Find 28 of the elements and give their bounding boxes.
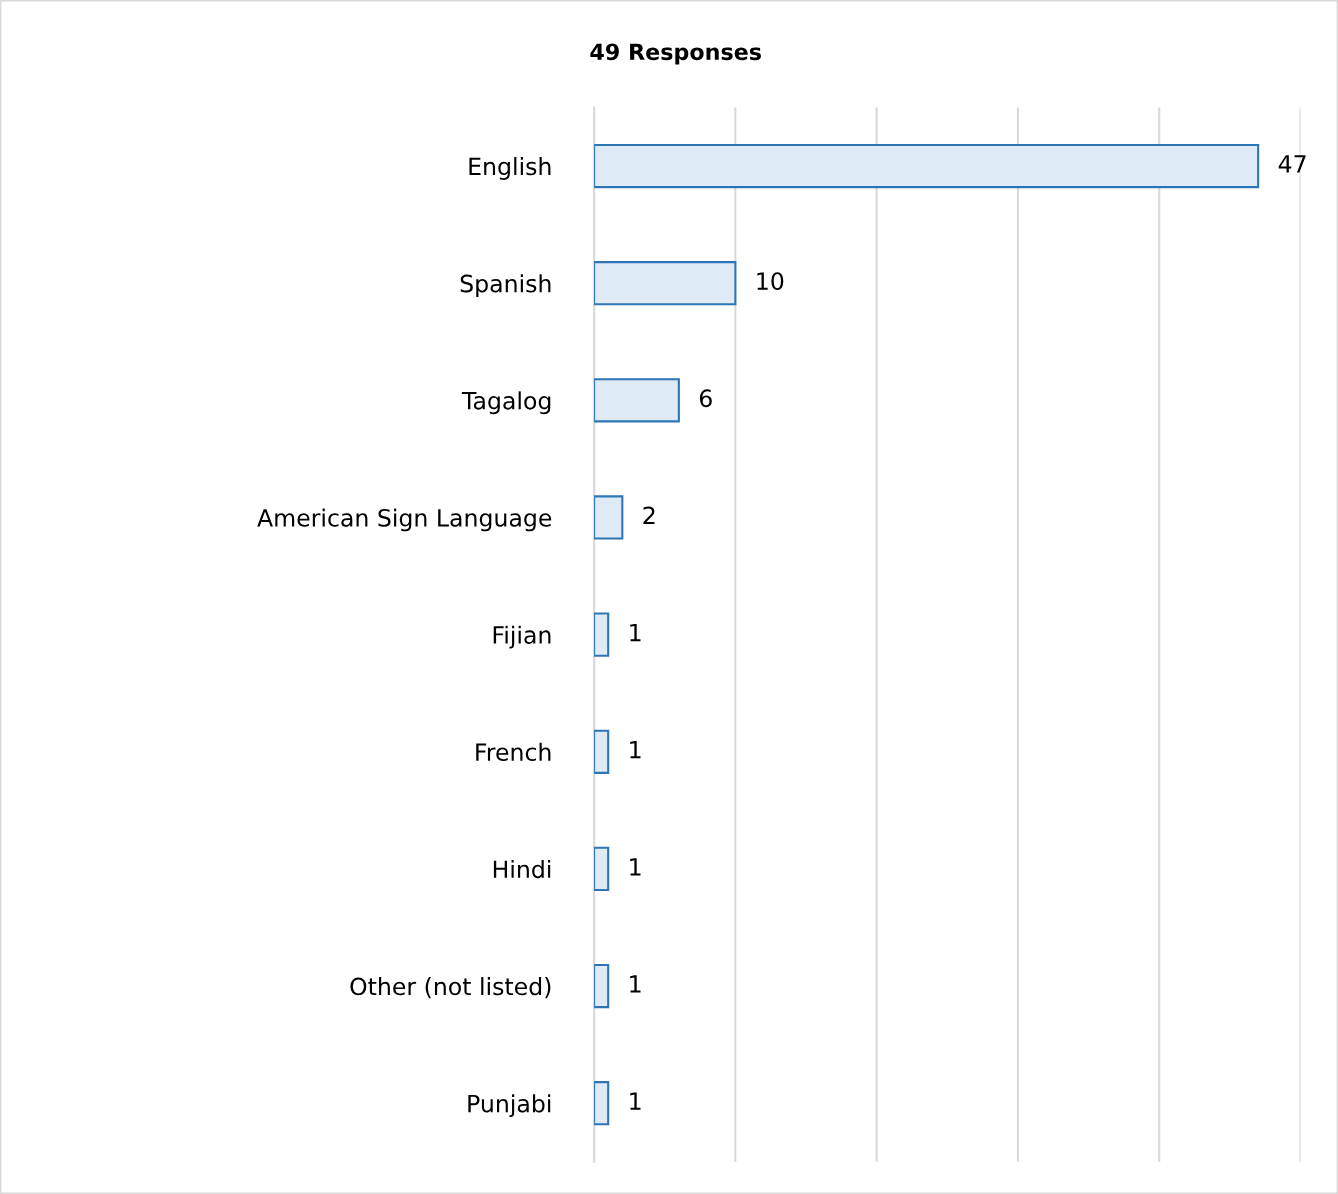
y-tick-label: English — [469, 157, 551, 180]
data-label: 1 — [630, 1092, 641, 1110]
bar — [594, 495, 624, 540]
y-tick-label: Other (not listed) — [350, 977, 551, 999]
y-tick-label: French — [476, 742, 551, 762]
bar — [594, 729, 610, 774]
y-tick-label: Punjabi — [468, 1094, 551, 1118]
bar — [594, 963, 610, 1009]
y-tick-label: Spanish — [460, 274, 551, 298]
data-label: 1 — [630, 741, 641, 759]
bar — [594, 143, 1260, 189]
bar — [594, 378, 680, 423]
bar — [594, 612, 610, 657]
bar — [594, 1081, 610, 1126]
data-label: 1 — [630, 858, 641, 876]
bar — [594, 261, 737, 306]
y-tick-label: Fijian — [493, 625, 551, 649]
bar — [594, 846, 610, 892]
data-label: 2 — [643, 506, 655, 524]
data-label: 10 — [757, 272, 784, 291]
data-label: 1 — [630, 623, 641, 642]
y-tick-label: American Sign Language — [257, 508, 552, 532]
chart-title: 49 Responses — [590, 43, 761, 65]
y-tick-label: Hindi — [493, 859, 551, 879]
data-label: 6 — [699, 389, 712, 408]
data-label: 1 — [630, 975, 641, 993]
data-label: 47 — [1278, 155, 1306, 173]
y-tick-label: Tagalog — [461, 391, 551, 415]
